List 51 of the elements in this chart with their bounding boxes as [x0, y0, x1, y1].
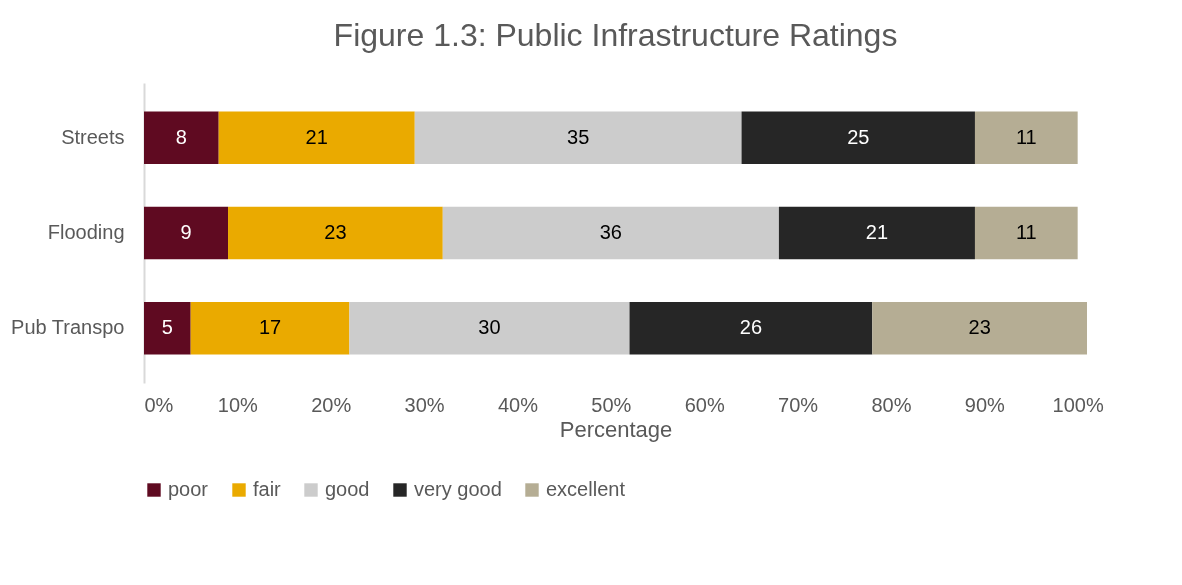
bar	[190, 302, 350, 355]
legend-label: poor	[168, 478, 209, 500]
data-label: 36	[599, 221, 622, 243]
data-label: 8	[175, 125, 187, 148]
x-tick-label: 90%	[964, 393, 1006, 416]
data-label: 17	[258, 316, 282, 339]
x-tick-label: 30%	[404, 393, 445, 416]
bar	[144, 302, 191, 355]
x-tick-label: 100%	[1052, 393, 1104, 416]
bar	[974, 111, 1078, 164]
bar	[872, 302, 1087, 355]
data-label: 9	[180, 221, 192, 243]
data-label: 26	[739, 316, 763, 339]
bar	[144, 111, 219, 164]
x-tick-label: 20%	[311, 393, 352, 416]
data-label: 21	[865, 221, 889, 243]
bar	[442, 206, 779, 260]
legend-label: good	[325, 478, 370, 500]
x-tick-label: 50%	[591, 393, 632, 416]
bar	[144, 206, 229, 260]
x-tick-label: 70%	[778, 393, 819, 416]
data-label: 23	[324, 221, 347, 243]
bar	[218, 111, 415, 164]
bar	[228, 206, 443, 260]
bar	[741, 111, 975, 164]
x-tick-label: 10%	[217, 393, 259, 416]
legend-label: fair	[253, 478, 282, 500]
x-tick-label: 40%	[497, 393, 539, 416]
data-label: 30	[478, 316, 501, 339]
x-axis-title: Percentage	[559, 416, 673, 442]
data-label: 35	[567, 125, 590, 148]
bar	[349, 302, 630, 355]
bar	[414, 111, 742, 164]
x-tick-label: 60%	[684, 393, 725, 416]
data-label: 21	[305, 125, 328, 148]
data-label: 11	[1015, 125, 1037, 148]
chart-title: Figure 1.3: Public Infrastructure Ratings	[333, 17, 898, 53]
y-tick-label: Streets	[61, 125, 125, 148]
data-label: 5	[161, 316, 173, 339]
bar	[974, 206, 1078, 260]
legend-label: excellent	[546, 478, 626, 500]
data-label: 25	[847, 125, 870, 148]
data-label: 11	[1015, 221, 1037, 243]
y-tick-label: Pub Transpo	[11, 316, 125, 339]
x-tick-label: 80%	[871, 393, 912, 416]
bar	[629, 302, 873, 355]
bar	[778, 206, 975, 260]
legend-label: very good	[414, 478, 502, 500]
x-tick-label: 0%	[144, 393, 174, 416]
data-label: 23	[968, 316, 991, 339]
y-tick-label: Flooding	[47, 221, 125, 243]
